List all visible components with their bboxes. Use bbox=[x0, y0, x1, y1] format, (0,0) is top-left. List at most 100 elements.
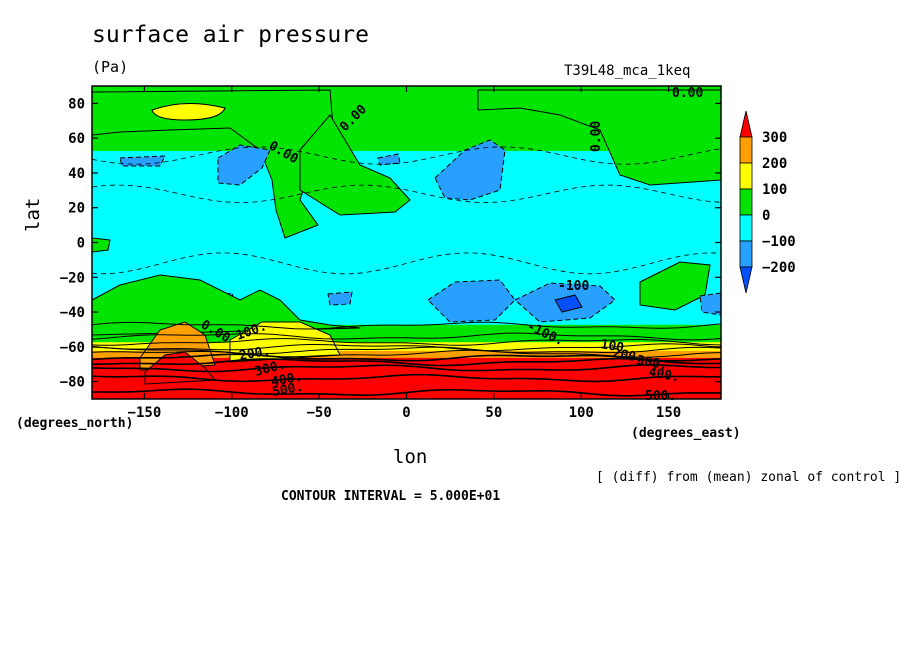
chart-title: surface air pressure bbox=[92, 22, 369, 48]
blob-green-south-pac bbox=[639, 261, 711, 311]
band-strip bbox=[92, 282, 721, 285]
band-strip bbox=[92, 125, 721, 129]
colorbar-label: 0 bbox=[762, 208, 770, 224]
band-strip bbox=[92, 221, 721, 224]
contour-neg-dashed bbox=[92, 146, 721, 165]
band-strip bbox=[92, 124, 721, 127]
band-strip bbox=[92, 329, 721, 332]
band-strip bbox=[92, 315, 721, 318]
colorbar-label: 300 bbox=[762, 130, 787, 146]
band-strip bbox=[92, 110, 721, 113]
band-strip bbox=[92, 145, 721, 148]
band-strip bbox=[92, 296, 721, 299]
band-strip bbox=[92, 239, 721, 242]
band-strip bbox=[92, 268, 721, 271]
band-strip bbox=[92, 285, 721, 289]
contour-label: 500. bbox=[645, 389, 676, 404]
band-strip bbox=[92, 178, 721, 181]
band-strip bbox=[92, 327, 721, 331]
band-strip bbox=[92, 131, 721, 134]
band-strip bbox=[92, 232, 721, 235]
y-tick-label: 20 bbox=[68, 201, 85, 217]
band-strip bbox=[92, 386, 721, 390]
band-strip bbox=[92, 146, 721, 150]
band-strip bbox=[92, 303, 721, 306]
band-strip bbox=[92, 230, 721, 233]
band-strip bbox=[92, 350, 721, 353]
band-strip bbox=[92, 249, 721, 252]
band-strip bbox=[92, 289, 721, 292]
band-strip bbox=[92, 162, 721, 165]
band-strip bbox=[92, 291, 721, 294]
colorbar-bottom-arrow bbox=[739, 266, 753, 294]
contour-50 bbox=[92, 332, 721, 341]
band-strip bbox=[92, 390, 721, 393]
band-strip bbox=[92, 258, 721, 261]
band-strip bbox=[92, 313, 721, 317]
band-strip bbox=[92, 310, 721, 313]
band-strip bbox=[92, 301, 721, 304]
band-strip bbox=[92, 261, 721, 264]
band-strip bbox=[92, 272, 721, 275]
band-strip bbox=[92, 270, 721, 273]
plot-area bbox=[92, 86, 721, 399]
band-strip bbox=[92, 345, 721, 348]
band-strip bbox=[92, 120, 721, 124]
y-tick-label: −60 bbox=[60, 340, 85, 356]
band-strip bbox=[92, 322, 721, 325]
band-strip bbox=[92, 179, 721, 183]
band-strip bbox=[92, 381, 721, 384]
band-strip bbox=[92, 205, 721, 209]
band-strip bbox=[92, 244, 721, 247]
band-strip bbox=[92, 263, 721, 266]
band-strip bbox=[92, 132, 721, 136]
band-strip bbox=[92, 378, 721, 381]
band-strip bbox=[92, 332, 721, 336]
band-strip bbox=[92, 343, 721, 346]
band-strip bbox=[92, 223, 721, 226]
band-strip bbox=[92, 277, 721, 280]
band-strip bbox=[92, 388, 721, 391]
band-strip bbox=[92, 98, 721, 101]
band-strip bbox=[92, 153, 721, 157]
band-strip bbox=[92, 141, 721, 144]
y-tick-label: −40 bbox=[60, 305, 85, 321]
band-strip bbox=[92, 160, 721, 164]
contour-150 bbox=[92, 343, 721, 352]
band-strip bbox=[92, 275, 721, 278]
band-strip bbox=[92, 287, 721, 291]
colorbar-label: −200 bbox=[762, 260, 796, 276]
band-strip bbox=[92, 152, 721, 155]
contour-neg-dashed bbox=[92, 184, 721, 203]
colorbar-segment bbox=[739, 136, 753, 164]
blob-green-ca bbox=[299, 114, 411, 216]
band-strip bbox=[92, 317, 721, 320]
contour-250 bbox=[92, 349, 721, 358]
contour-neg-dashed bbox=[92, 252, 721, 275]
band-strip bbox=[92, 218, 721, 221]
band-strip bbox=[92, 251, 721, 254]
contour-label: 0.00 bbox=[589, 121, 604, 152]
band-strip bbox=[92, 252, 721, 256]
band-strip bbox=[92, 185, 721, 188]
blob-blue-lows-6 bbox=[327, 291, 353, 306]
band-strip bbox=[92, 176, 721, 179]
band-strip bbox=[92, 108, 721, 111]
blob-blue-lows-9 bbox=[699, 292, 721, 316]
contour-500 bbox=[92, 388, 721, 397]
band-strip bbox=[92, 254, 721, 258]
band-strip bbox=[92, 348, 721, 351]
y-axis-label: lat bbox=[22, 197, 44, 232]
band-strip bbox=[92, 159, 721, 162]
band-strip bbox=[92, 331, 721, 334]
contour-0 bbox=[92, 321, 721, 330]
band-strip bbox=[92, 209, 721, 212]
band-strip bbox=[92, 371, 721, 374]
band-strip bbox=[92, 235, 721, 238]
contour-interval: CONTOUR INTERVAL = 5.000E+01 bbox=[281, 489, 501, 504]
band-strip bbox=[92, 338, 721, 341]
band-strip bbox=[92, 385, 721, 388]
band-strip bbox=[92, 352, 721, 355]
y-tick-label: 0 bbox=[77, 236, 85, 252]
band-strip bbox=[92, 357, 721, 360]
